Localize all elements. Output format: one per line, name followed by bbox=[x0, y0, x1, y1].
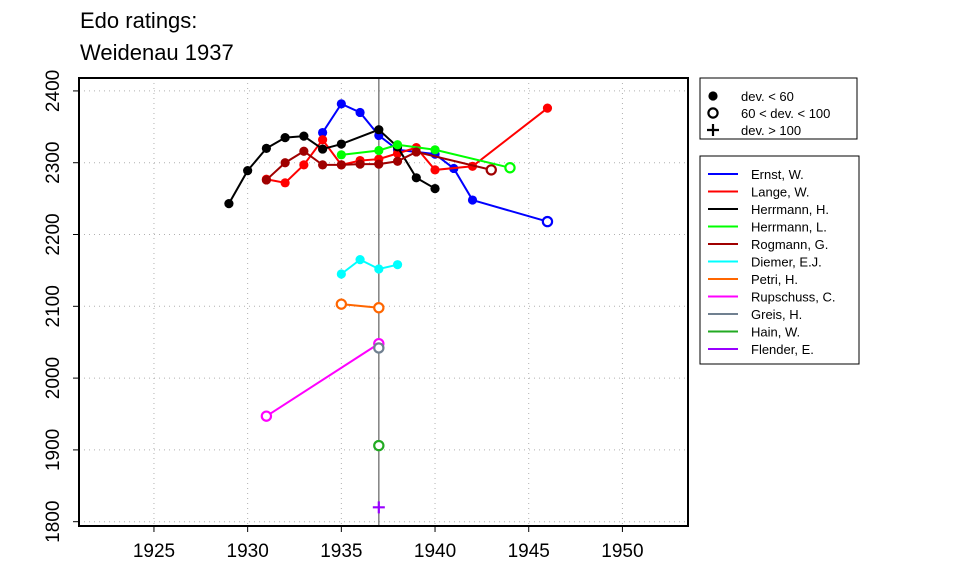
x-tick-label: 1945 bbox=[508, 541, 550, 562]
symbol-legend-label: dev. < 60 bbox=[741, 89, 794, 104]
data-point bbox=[430, 165, 440, 175]
x-tick-label: 1950 bbox=[601, 541, 643, 562]
series-layer bbox=[224, 99, 554, 514]
data-point bbox=[224, 199, 234, 209]
legend-entry-label: Petri, H. bbox=[751, 272, 798, 287]
legend-entry-label: Greis, H. bbox=[751, 307, 802, 322]
data-point bbox=[318, 135, 328, 145]
data-point bbox=[504, 162, 516, 174]
data-point bbox=[299, 131, 309, 141]
data-point bbox=[374, 159, 384, 169]
data-point bbox=[318, 127, 328, 138]
legend-entry-label: Diemer, E.J. bbox=[751, 255, 822, 270]
legend-entry-label: Ernst, W. bbox=[751, 167, 804, 182]
symbol-legend-label: 60 < dev. < 100 bbox=[741, 106, 830, 121]
data-point bbox=[411, 173, 421, 183]
data-point bbox=[355, 255, 365, 265]
x-tick-label: 1925 bbox=[133, 541, 175, 562]
data-point bbox=[430, 183, 440, 194]
series-diemer-e-j bbox=[336, 255, 403, 279]
data-point bbox=[336, 139, 346, 149]
y-tick-label: 1800 bbox=[43, 501, 64, 543]
legend-entry-label: Hain, W. bbox=[751, 325, 800, 340]
data-point bbox=[374, 264, 384, 274]
data-point bbox=[411, 147, 421, 157]
data-point bbox=[336, 99, 346, 109]
series-rupschuss-c bbox=[260, 337, 385, 422]
chart-title-line-2: Weidenau 1937 bbox=[80, 40, 234, 65]
series-line bbox=[341, 303, 379, 309]
symbol-legend-label: dev. > 100 bbox=[741, 123, 801, 138]
data-point bbox=[318, 144, 328, 154]
data-point bbox=[299, 146, 309, 156]
data-point bbox=[280, 132, 290, 143]
series-herrmann-h bbox=[224, 125, 440, 209]
y-tick-label: 2000 bbox=[43, 357, 64, 399]
data-point bbox=[430, 145, 440, 155]
data-point bbox=[467, 195, 478, 205]
symbol-legend: dev. < 60 60 < dev. < 100 dev. > 100 bbox=[699, 77, 858, 140]
chart-title-line-1: Edo ratings: bbox=[80, 8, 198, 33]
data-point bbox=[335, 298, 348, 310]
series-hain-w bbox=[373, 439, 385, 452]
data-point bbox=[373, 439, 385, 452]
filled-circle-icon bbox=[708, 91, 718, 101]
data-point bbox=[374, 125, 384, 135]
legend-entry-label: Herrmann, H. bbox=[751, 202, 829, 217]
x-tick-label: 1940 bbox=[414, 541, 456, 562]
data-point bbox=[541, 215, 554, 228]
y-tick-label: 2200 bbox=[43, 213, 64, 255]
data-point bbox=[280, 178, 290, 188]
plus-icon bbox=[707, 124, 719, 136]
series-line bbox=[265, 342, 380, 417]
data-point bbox=[336, 150, 346, 160]
series-line bbox=[228, 128, 436, 205]
data-point bbox=[336, 160, 346, 170]
legend-entry-label: Rupschuss, C. bbox=[751, 290, 836, 305]
series-herrmann-l bbox=[336, 140, 516, 174]
data-point bbox=[336, 269, 346, 279]
data-point bbox=[373, 342, 385, 354]
data-point bbox=[392, 260, 403, 270]
grid bbox=[79, 78, 688, 526]
series-petri-h bbox=[335, 298, 385, 314]
data-point bbox=[243, 166, 253, 176]
data-point bbox=[392, 140, 403, 150]
legend-entry-label: Rogmann, G. bbox=[751, 237, 828, 252]
axes: 1925 1930 1935 1940 1945 1950 1800 1900 2000 2100… bbox=[43, 70, 644, 562]
symbol-legend-box bbox=[699, 77, 858, 140]
series-line bbox=[265, 150, 492, 181]
series-rogmann-g bbox=[261, 146, 497, 185]
data-point bbox=[542, 103, 553, 113]
y-tick-label: 2400 bbox=[43, 70, 64, 112]
legend-entry-label: Flender, E. bbox=[751, 342, 814, 357]
y-tick-label: 2100 bbox=[43, 285, 64, 327]
y-tick-label: 1900 bbox=[43, 429, 64, 471]
data-point bbox=[485, 164, 497, 176]
x-tick-label: 1935 bbox=[320, 541, 362, 562]
series-flender-e bbox=[372, 501, 385, 514]
series-greis-h bbox=[373, 342, 385, 354]
data-point bbox=[355, 159, 365, 169]
data-point bbox=[355, 107, 365, 118]
data-point bbox=[374, 145, 384, 156]
legend-entry-label: Herrmann, L. bbox=[751, 220, 827, 235]
y-tick-label: 2300 bbox=[43, 142, 64, 184]
open-circle-icon bbox=[707, 107, 719, 119]
series-legend: Ernst, W. Lange, W. Herrmann, H. Herrmann, … bbox=[699, 155, 860, 365]
data-point bbox=[261, 175, 271, 185]
data-point bbox=[299, 160, 309, 170]
data-point bbox=[318, 160, 328, 170]
series-line bbox=[340, 258, 398, 275]
data-point bbox=[372, 501, 385, 514]
data-point bbox=[260, 410, 273, 422]
data-point bbox=[280, 158, 290, 168]
legend-entry-label: Lange, W. bbox=[751, 185, 810, 200]
x-tick-label: 1930 bbox=[227, 541, 269, 562]
data-point bbox=[392, 156, 403, 166]
plot-area-frame bbox=[78, 77, 689, 527]
data-point bbox=[373, 302, 385, 314]
data-point bbox=[261, 143, 271, 153]
